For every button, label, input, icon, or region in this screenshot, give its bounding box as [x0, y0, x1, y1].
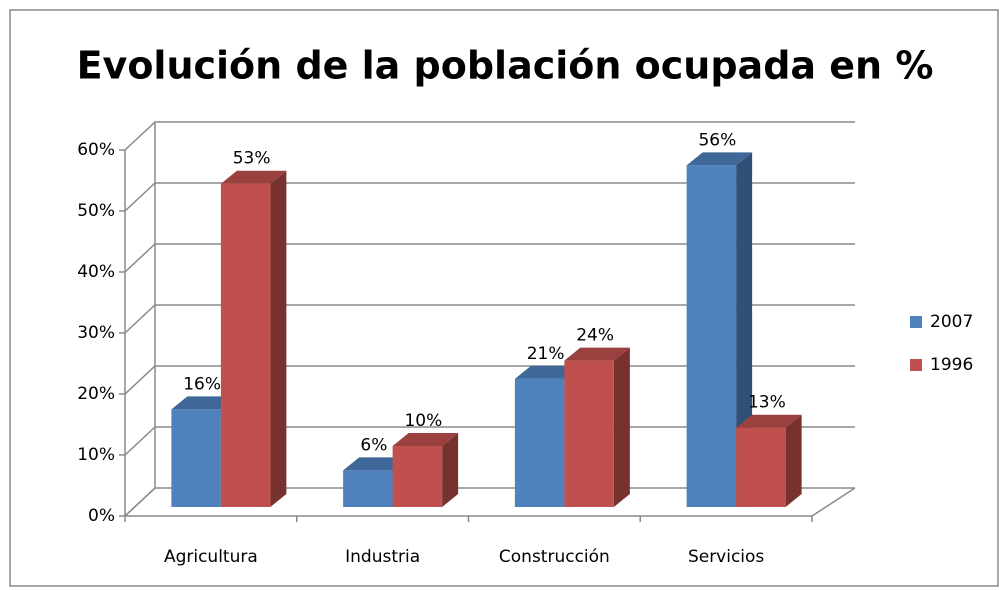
- legend-label: 2007: [930, 312, 973, 332]
- bar: [220, 183, 271, 507]
- chart-frame: [9, 9, 999, 587]
- grid-line: [124, 304, 855, 334]
- data-label: 24%: [576, 326, 614, 346]
- x-tick-label: Industria: [345, 547, 420, 567]
- y-tick-label: 40%: [77, 262, 115, 282]
- bar-top: [171, 396, 237, 410]
- bar-side: [613, 347, 630, 507]
- data-label: 53%: [233, 149, 271, 169]
- y-tick-label: 50%: [77, 201, 115, 221]
- x-tick-label: Servicios: [688, 547, 764, 567]
- bar-top: [564, 347, 630, 361]
- bar-top: [343, 457, 409, 471]
- legend-swatch: [910, 316, 922, 328]
- legend-swatch: [910, 359, 922, 371]
- y-tick-label: 0%: [88, 506, 115, 526]
- data-label: 6%: [360, 435, 387, 455]
- chart-title: Evolución de la población ocupada en %: [77, 44, 934, 88]
- bar: [514, 378, 565, 507]
- grid-line: [124, 121, 855, 151]
- y-tick-label: 10%: [77, 445, 115, 465]
- grid-line: [124, 243, 855, 273]
- bar-side: [270, 170, 287, 507]
- bar: [564, 360, 614, 507]
- bar-top: [514, 365, 581, 379]
- bar-top: [736, 414, 802, 428]
- y-tick-label: 60%: [77, 140, 115, 160]
- bar-top: [686, 152, 753, 166]
- data-label: 16%: [183, 374, 221, 394]
- data-label: 21%: [527, 344, 565, 364]
- bar: [686, 165, 737, 507]
- y-tick-label: 30%: [77, 323, 115, 343]
- y-tick-label: 20%: [77, 384, 115, 404]
- bar: [343, 470, 393, 507]
- data-label: 56%: [698, 130, 736, 150]
- data-label: 10%: [404, 411, 442, 431]
- bar-top: [220, 170, 287, 184]
- grid-line: [124, 182, 855, 212]
- legend-label: 1996: [930, 355, 973, 375]
- data-label: 13%: [748, 393, 786, 413]
- bar-side: [785, 414, 802, 507]
- bar: [171, 409, 221, 507]
- bar: [392, 446, 443, 507]
- bar: [736, 427, 786, 507]
- bar-side: [442, 433, 459, 507]
- bar-top: [392, 433, 459, 446]
- x-tick-label: Construcción: [499, 547, 610, 567]
- x-tick-label: Agricultura: [164, 547, 258, 567]
